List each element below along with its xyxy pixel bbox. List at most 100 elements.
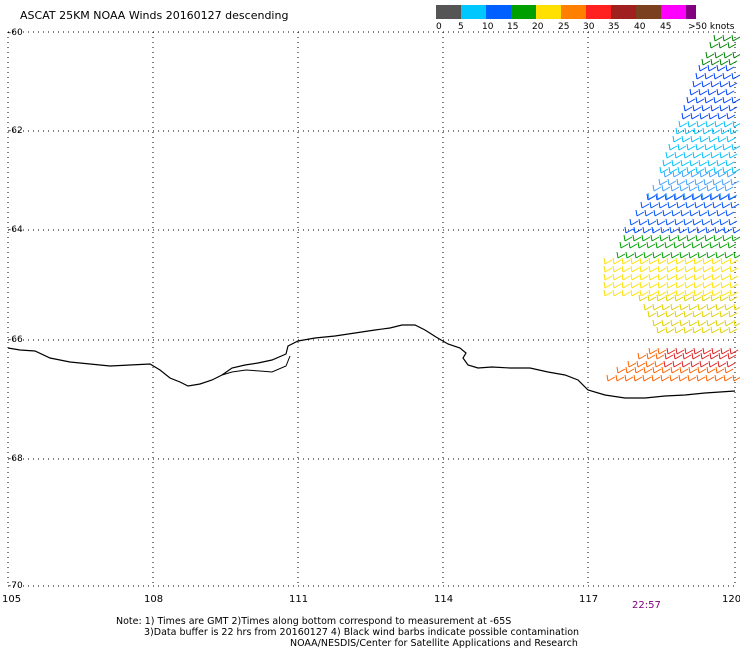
- wind-barb: [646, 352, 656, 360]
- wind-barb: [709, 241, 719, 249]
- wind-barb: [722, 234, 732, 242]
- wind-barb: [690, 170, 700, 178]
- wind-barb: [711, 347, 721, 355]
- wind-barb: [655, 241, 665, 249]
- wind-barb: [727, 193, 737, 201]
- colorbar-label: 20: [532, 22, 544, 32]
- wind-barb: [707, 159, 717, 167]
- wind-barb: [637, 241, 647, 249]
- wind-barb: [678, 226, 688, 234]
- wind-barb: [705, 120, 715, 128]
- wind-barb: [701, 310, 711, 318]
- wind-barb: [702, 273, 712, 281]
- lat-label: -62: [8, 126, 23, 136]
- wind-barb: [621, 273, 631, 281]
- wind-barb: [644, 209, 654, 217]
- wind-barb: [733, 251, 740, 259]
- wind-barb: [621, 289, 631, 297]
- wind-barb: [684, 289, 694, 297]
- wind-barb: [643, 303, 653, 311]
- wind-barb: [647, 294, 657, 302]
- wind-barb: [691, 241, 701, 249]
- wind-barb: [615, 374, 625, 382]
- wind-barb: [665, 151, 675, 159]
- wind-barb: [687, 226, 697, 234]
- wind-barb: [670, 251, 680, 259]
- lon-label: 120: [722, 594, 740, 605]
- wind-barb: [710, 151, 720, 159]
- wind-barb: [693, 281, 703, 289]
- wind-barb: [701, 151, 711, 159]
- wind-barb: [674, 151, 684, 159]
- wind-barb: [729, 289, 739, 297]
- wind-barb: [698, 209, 708, 217]
- wind-barb: [643, 251, 653, 259]
- wind-barb: [648, 265, 658, 273]
- wind-barb: [670, 319, 680, 327]
- wind-barb: [720, 289, 730, 297]
- wind-barb: [700, 241, 710, 249]
- wind-barb: [706, 319, 716, 327]
- wind-barb: [721, 178, 731, 186]
- wind-barb: [690, 112, 700, 120]
- wind-barb: [702, 257, 712, 265]
- wind-barb: [624, 226, 634, 234]
- wind-barb: [688, 303, 698, 311]
- colorbar-label: 0: [436, 22, 442, 32]
- wind-barb: [706, 366, 716, 374]
- wind-barb: [693, 273, 703, 281]
- wind-barb: [729, 347, 739, 355]
- wind-barb: [731, 72, 740, 80]
- wind-barb: [666, 273, 676, 281]
- wind-barb: [612, 281, 622, 289]
- wind-barb: [697, 184, 707, 192]
- wind-barb: [672, 135, 682, 143]
- wind-barb: [723, 226, 733, 234]
- wind-barb: [648, 289, 658, 297]
- wind-barb: [647, 218, 657, 226]
- wind-barb: [676, 201, 686, 209]
- wind-barb: [674, 294, 684, 302]
- wind-barb: [695, 234, 705, 242]
- grid: [7, 31, 736, 587]
- wind-barb: [728, 58, 738, 66]
- wind-barb: [636, 360, 646, 368]
- wind-barb: [708, 135, 718, 143]
- wind-barb: [717, 170, 727, 178]
- wind-barb: [665, 218, 675, 226]
- wind-barb: [724, 251, 734, 259]
- wind-barb: [680, 209, 690, 217]
- wind-barb: [689, 209, 699, 217]
- wind-barb: [621, 257, 631, 265]
- wind-barb: [717, 360, 727, 368]
- wind-barb: [657, 289, 667, 297]
- wind-barb: [658, 201, 668, 209]
- wind-barb: [634, 251, 644, 259]
- wind-barb: [612, 289, 622, 297]
- wind-barb: [692, 218, 702, 226]
- wind-barb: [674, 310, 684, 318]
- wind-barb: [680, 159, 690, 167]
- wind-barb: [666, 265, 676, 273]
- colorbar-swatch: [461, 5, 486, 19]
- lon-label: 117: [579, 594, 599, 605]
- wind-barb: [639, 257, 649, 265]
- wind-barb: [630, 281, 640, 289]
- wind-barb: [684, 347, 694, 355]
- colorbar-label: 35: [608, 22, 620, 32]
- wind-barb: [643, 366, 653, 374]
- wind-barb: [693, 257, 703, 265]
- wind-barb: [624, 374, 634, 382]
- wind-barb: [698, 159, 708, 167]
- wind-barb: [698, 64, 708, 72]
- wind-barb: [699, 170, 709, 178]
- wind-barb: [648, 257, 658, 265]
- wind-barb: [719, 326, 729, 334]
- colorbar-label: >50 knots: [688, 22, 735, 32]
- wind-barb: [679, 184, 689, 192]
- wind-barb: [714, 226, 724, 234]
- wind-barb: [603, 257, 613, 265]
- wind-barb: [678, 374, 688, 382]
- wind-barb: [710, 104, 720, 112]
- wind-barb: [713, 96, 723, 104]
